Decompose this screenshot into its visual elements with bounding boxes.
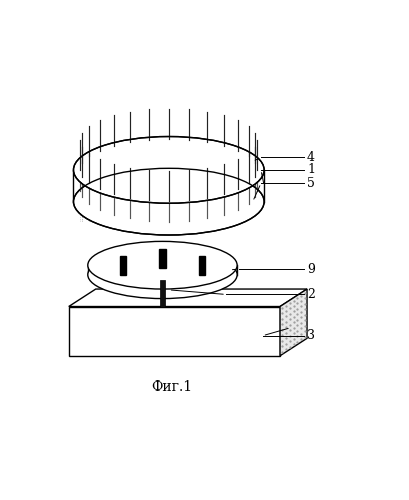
Bar bbox=[159, 248, 165, 268]
Text: Фиг.1: Фиг.1 bbox=[151, 380, 192, 394]
Ellipse shape bbox=[88, 242, 236, 289]
Text: 3: 3 bbox=[306, 330, 314, 342]
Text: 9: 9 bbox=[306, 262, 314, 276]
Polygon shape bbox=[279, 289, 306, 356]
Text: 5: 5 bbox=[306, 176, 314, 190]
Bar bbox=[119, 256, 126, 274]
Text: 1: 1 bbox=[306, 164, 314, 176]
Ellipse shape bbox=[73, 168, 263, 235]
Bar bbox=[198, 256, 205, 274]
Ellipse shape bbox=[73, 136, 263, 203]
Text: 2: 2 bbox=[306, 288, 314, 301]
Ellipse shape bbox=[88, 251, 236, 298]
Bar bbox=[69, 306, 279, 356]
Text: 4: 4 bbox=[306, 150, 314, 164]
Polygon shape bbox=[69, 289, 306, 306]
Bar bbox=[159, 280, 165, 306]
